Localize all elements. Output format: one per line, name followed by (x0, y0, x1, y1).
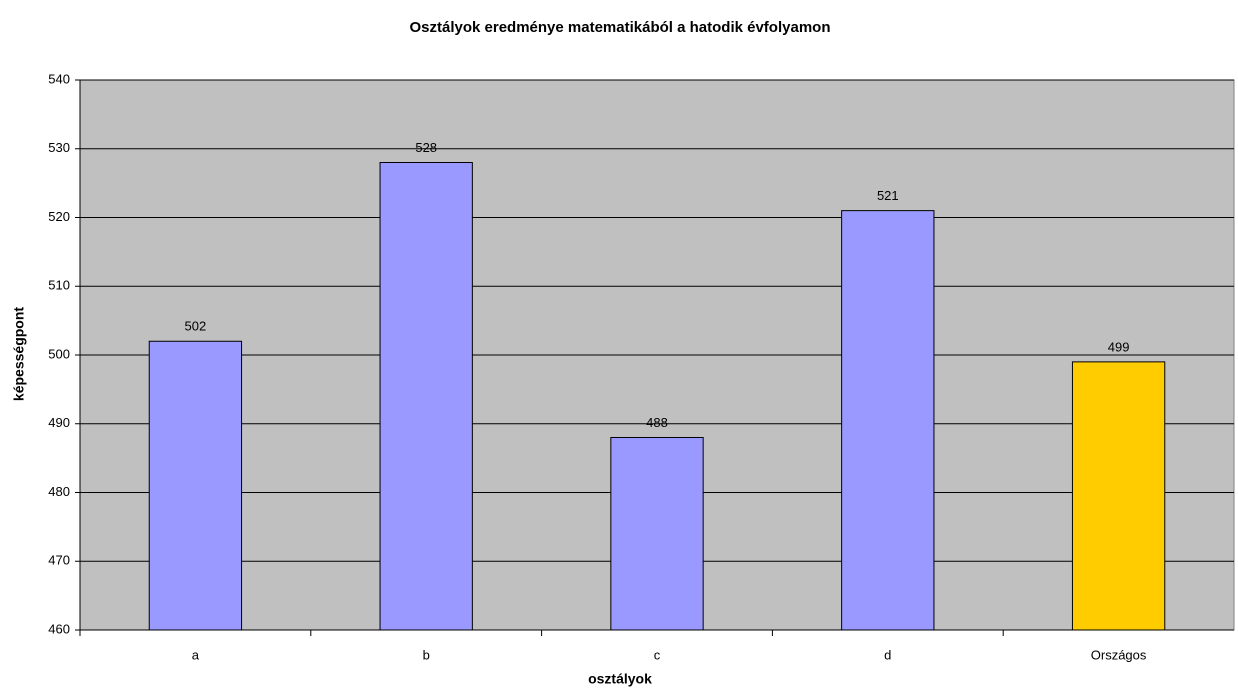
y-tick-label: 490 (48, 415, 70, 430)
y-tick-label: 540 (48, 71, 70, 86)
bar (841, 210, 935, 631)
x-tick-label: d (884, 647, 891, 662)
bar (148, 340, 243, 631)
y-tick-label: 460 (48, 621, 70, 636)
x-tick-label: Országos (1091, 647, 1147, 662)
y-tick-label: 470 (48, 553, 70, 568)
y-tick-label: 530 (48, 140, 70, 155)
value-label: 502 (185, 319, 207, 334)
y-tick-label: 520 (48, 209, 70, 224)
x-tick-label: b (423, 647, 430, 662)
y-tick-label: 510 (48, 278, 70, 293)
x-tick-label: a (192, 647, 200, 662)
bar (610, 437, 704, 631)
value-label: 499 (1108, 339, 1130, 354)
y-tick-label: 500 (48, 346, 70, 361)
value-label: 488 (646, 415, 668, 430)
x-axis-title: osztályok (588, 671, 652, 687)
chart-title: Osztályok eredménye matematikából a hato… (410, 19, 831, 36)
bar (1071, 361, 1166, 631)
x-tick-label: c (654, 647, 661, 662)
bar (379, 162, 473, 631)
y-tick-label: 480 (48, 484, 70, 499)
value-label: 521 (877, 188, 899, 203)
y-axis-title: képességpont (11, 307, 27, 401)
value-label: 528 (415, 140, 437, 155)
